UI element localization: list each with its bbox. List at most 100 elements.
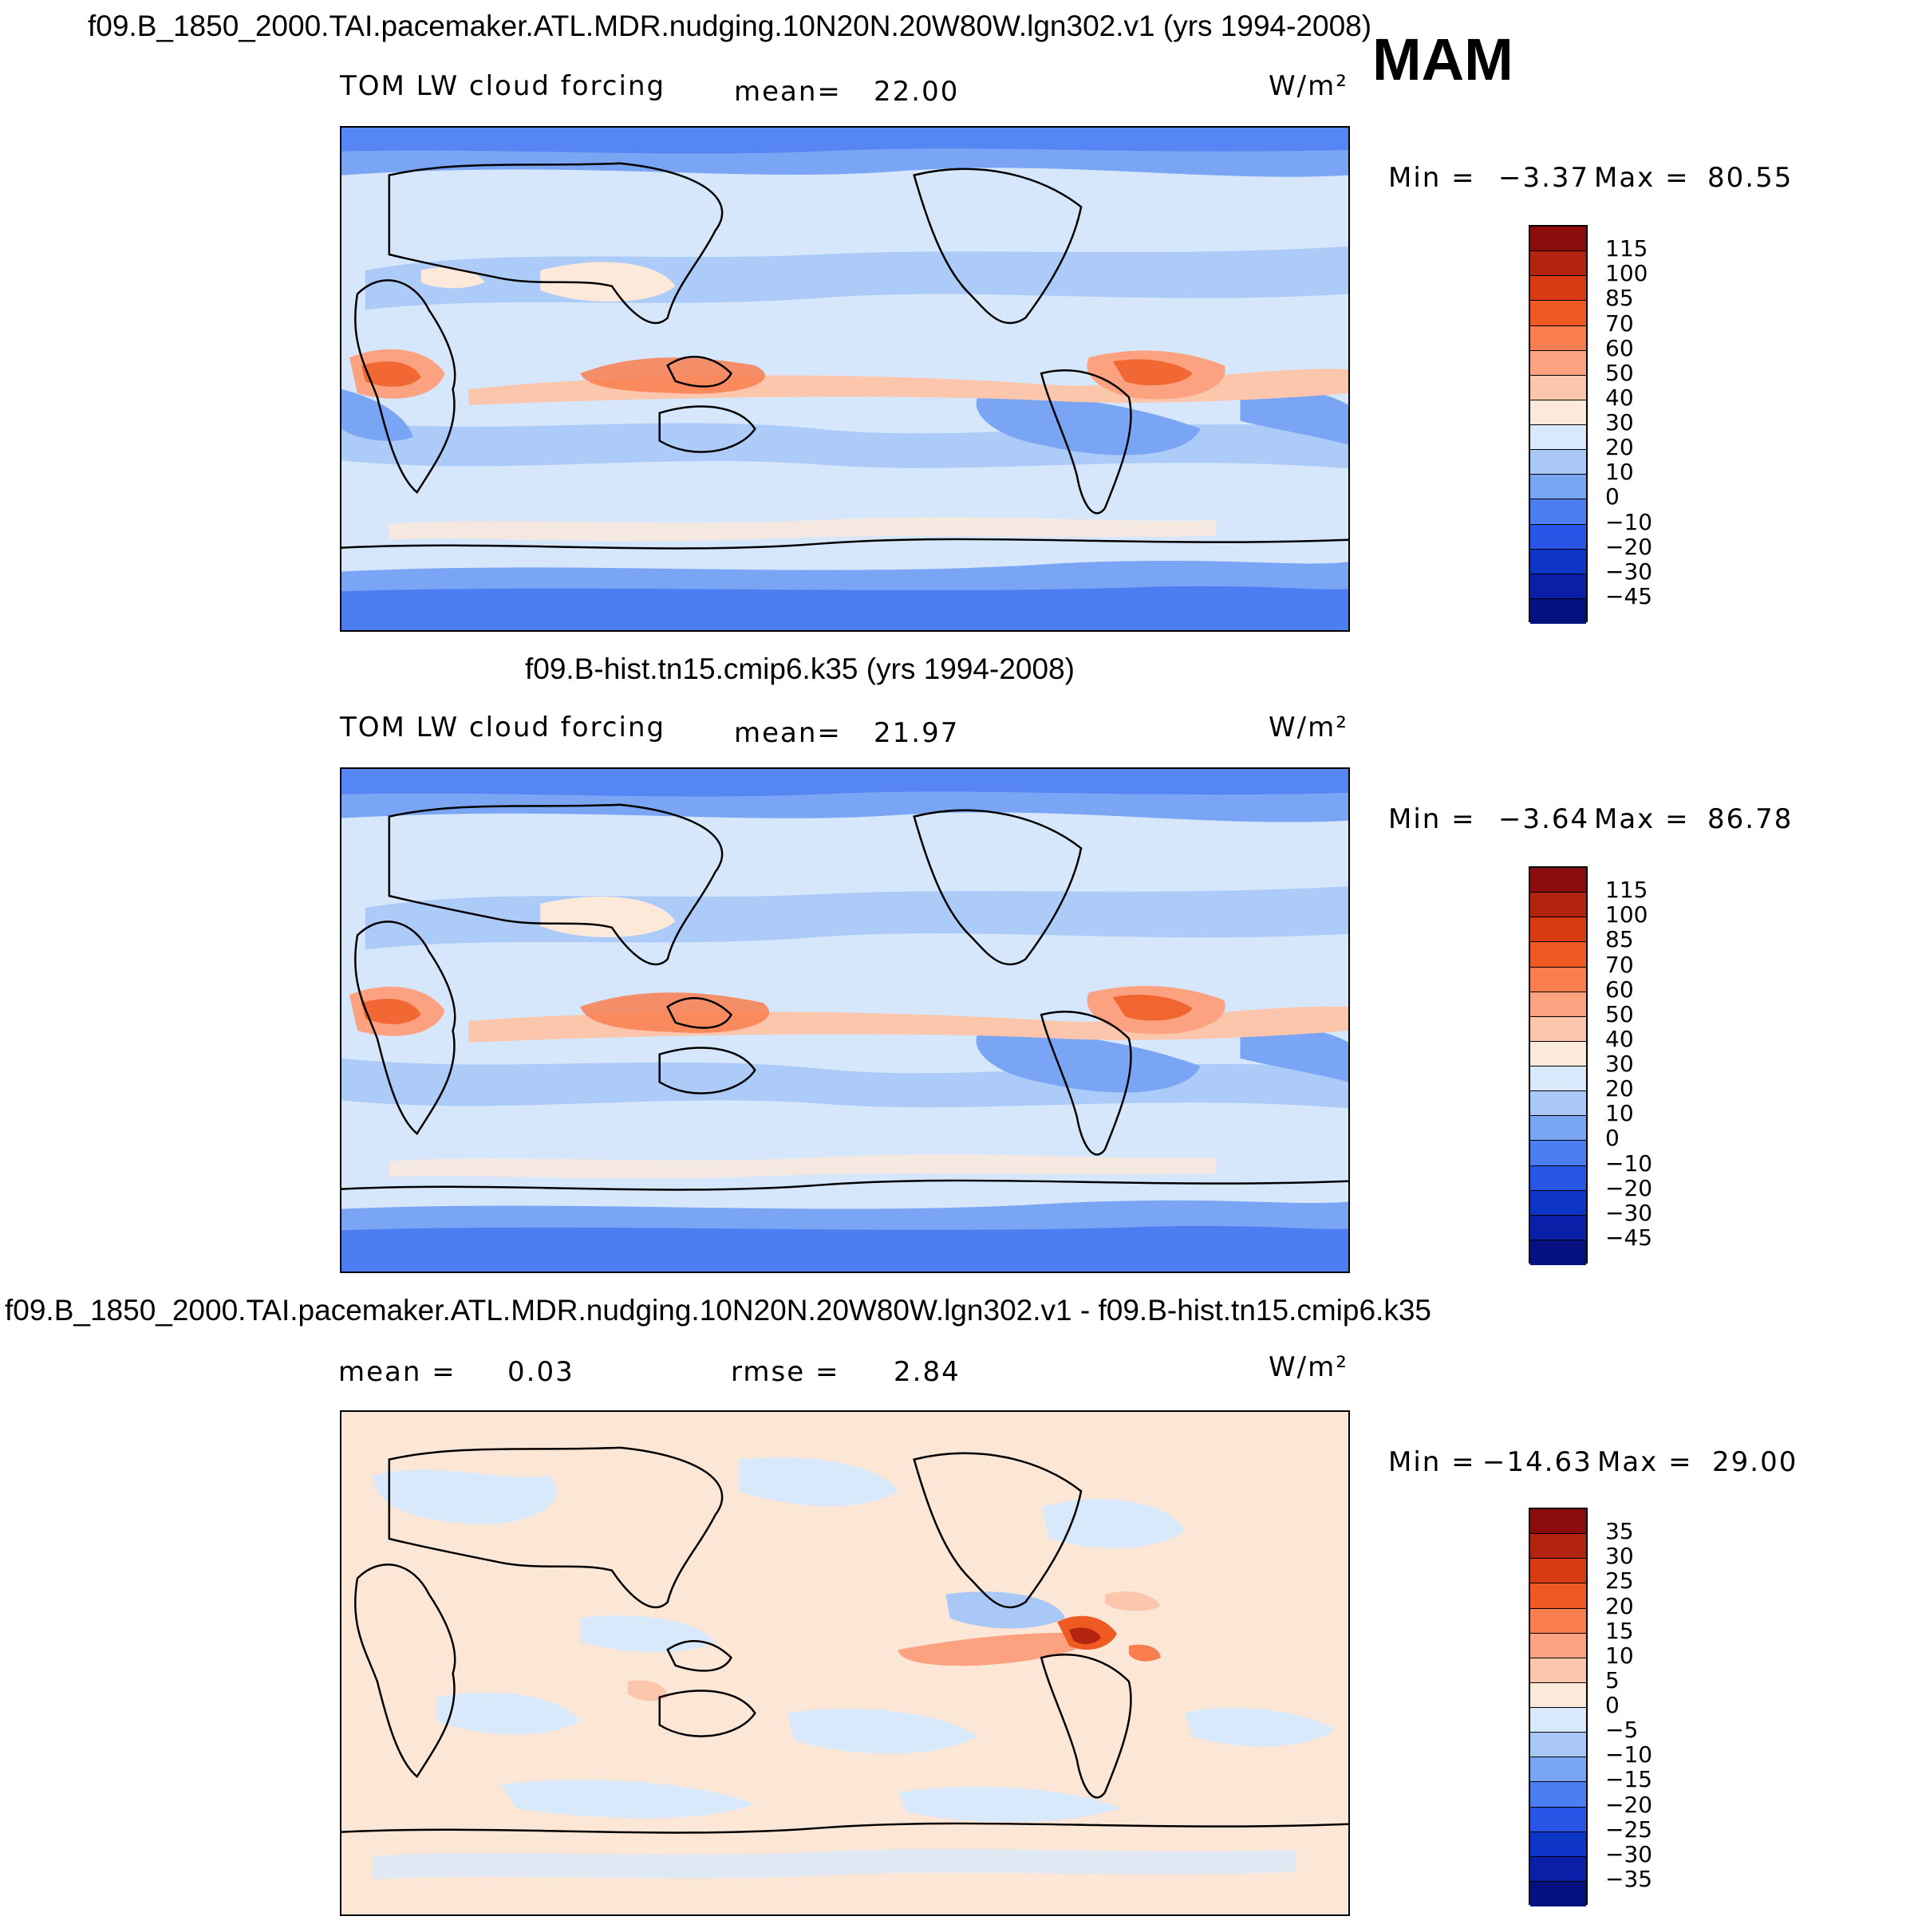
panel3-mean-label: mean = bbox=[338, 1356, 456, 1388]
colorbar-cell bbox=[1530, 227, 1586, 252]
panel1-colorbar bbox=[1529, 225, 1588, 624]
colorbar-cell bbox=[1530, 992, 1586, 1017]
colorbar-tick-label: 15 bbox=[1605, 1617, 1634, 1644]
colorbar-cell bbox=[1530, 425, 1586, 451]
panel1-units: W/m² bbox=[1269, 70, 1348, 102]
panel3-min-value: −14.63 bbox=[1482, 1446, 1592, 1478]
colorbar-cell bbox=[1530, 1782, 1586, 1808]
colorbar-cell bbox=[1530, 375, 1586, 400]
colorbar-tick-label: 10 bbox=[1605, 1100, 1634, 1127]
colorbar-tick-label: 25 bbox=[1605, 1567, 1634, 1595]
colorbar-tick-label: 30 bbox=[1605, 409, 1634, 436]
colorbar-cell bbox=[1530, 524, 1586, 550]
colorbar-cell bbox=[1530, 1856, 1586, 1882]
colorbar-tick-label: 0 bbox=[1605, 1125, 1620, 1152]
colorbar-cell bbox=[1530, 1708, 1586, 1733]
colorbar-tick-label: 100 bbox=[1605, 901, 1648, 929]
season-label: MAM bbox=[1372, 26, 1513, 93]
colorbar-cell bbox=[1530, 1682, 1586, 1708]
colorbar-cell bbox=[1530, 1141, 1586, 1166]
colorbar-tick-label: −5 bbox=[1605, 1717, 1639, 1744]
panel1-mean-label: mean= bbox=[734, 76, 842, 108]
colorbar-tick-label: 115 bbox=[1605, 235, 1648, 262]
colorbar-tick-label: 85 bbox=[1605, 285, 1634, 312]
colorbar-tick-label: 85 bbox=[1605, 926, 1634, 953]
colorbar-cell bbox=[1530, 400, 1586, 425]
colorbar-tick-label: −20 bbox=[1605, 1791, 1653, 1818]
figure-title: f09.B_1850_2000.TAI.pacemaker.ATL.MDR.nu… bbox=[88, 10, 1372, 42]
panel3-mean-value: 0.03 bbox=[507, 1356, 574, 1388]
colorbar-tick-label: −30 bbox=[1605, 558, 1653, 585]
panel1-map-svg bbox=[341, 128, 1348, 630]
colorbar-cell bbox=[1530, 1807, 1586, 1832]
colorbar-cell bbox=[1530, 350, 1586, 376]
colorbar-cell bbox=[1530, 450, 1586, 475]
colorbar-tick-label: 10 bbox=[1605, 459, 1634, 486]
colorbar-tick-label: 10 bbox=[1605, 1642, 1634, 1669]
colorbar-tick-label: −30 bbox=[1605, 1840, 1653, 1867]
colorbar-cell bbox=[1530, 942, 1586, 968]
colorbar-tick-label: −10 bbox=[1605, 1149, 1653, 1177]
colorbar-tick-label: −20 bbox=[1605, 1174, 1653, 1201]
colorbar-cell bbox=[1530, 549, 1586, 574]
panel2-max-value: 86.78 bbox=[1707, 803, 1794, 835]
colorbar-tick-label: −45 bbox=[1605, 1224, 1653, 1251]
colorbar-cell bbox=[1530, 325, 1586, 351]
colorbar-cell bbox=[1530, 1067, 1586, 1092]
colorbar-tick-label: 0 bbox=[1605, 1692, 1620, 1718]
colorbar-tick-label: −25 bbox=[1605, 1816, 1653, 1843]
colorbar-cell bbox=[1530, 475, 1586, 500]
colorbar-tick-label: 40 bbox=[1605, 384, 1634, 411]
panel2-mean-value: 21.97 bbox=[874, 717, 960, 749]
colorbar-cell bbox=[1530, 1831, 1586, 1857]
panel2-min-label: Min = bbox=[1388, 803, 1476, 835]
colorbar-cell bbox=[1530, 1165, 1586, 1191]
panel2-mean-label: mean= bbox=[734, 717, 842, 749]
colorbar-cell bbox=[1530, 1559, 1586, 1584]
colorbar-tick-label: −10 bbox=[1605, 1741, 1653, 1768]
colorbar-tick-label: −20 bbox=[1605, 533, 1653, 560]
colorbar-tick-label: 100 bbox=[1605, 260, 1648, 287]
colorbar-tick-label: 60 bbox=[1605, 976, 1634, 1003]
panel3-map-svg bbox=[341, 1412, 1348, 1914]
panel1-max-value: 80.55 bbox=[1707, 162, 1794, 194]
colorbar-tick-label: −10 bbox=[1605, 508, 1653, 535]
colorbar-tick-label: 115 bbox=[1605, 877, 1648, 904]
colorbar-cell bbox=[1530, 917, 1586, 943]
colorbar-tick-label: −35 bbox=[1605, 1865, 1653, 1892]
colorbar-cell bbox=[1530, 868, 1586, 893]
colorbar-cell bbox=[1530, 1240, 1586, 1265]
colorbar-tick-label: 70 bbox=[1605, 951, 1634, 978]
colorbar-cell bbox=[1530, 301, 1586, 326]
colorbar-tick-label: 35 bbox=[1605, 1518, 1634, 1545]
colorbar-cell bbox=[1530, 967, 1586, 992]
colorbar-tick-label: 0 bbox=[1605, 483, 1620, 511]
colorbar-cell bbox=[1530, 893, 1586, 918]
panel3-max-value: 29.00 bbox=[1712, 1446, 1798, 1478]
colorbar-tick-label: 60 bbox=[1605, 334, 1634, 361]
colorbar-tick-label: 30 bbox=[1605, 1051, 1634, 1077]
panel2-map-svg bbox=[341, 769, 1348, 1272]
panel2-units: W/m² bbox=[1269, 712, 1348, 743]
colorbar-cell bbox=[1530, 1633, 1586, 1658]
colorbar-tick-label: 50 bbox=[1605, 359, 1634, 386]
colorbar-tick-label: 70 bbox=[1605, 310, 1634, 337]
colorbar-cell bbox=[1530, 499, 1586, 525]
colorbar-cell bbox=[1530, 598, 1586, 624]
colorbar-cell bbox=[1530, 276, 1586, 302]
colorbar-cell bbox=[1530, 1534, 1586, 1559]
colorbar-cell bbox=[1530, 1190, 1586, 1216]
colorbar-cell bbox=[1530, 1016, 1586, 1042]
colorbar-cell bbox=[1530, 1608, 1586, 1634]
panel2-map bbox=[340, 767, 1350, 1273]
panel2-max-label: Max = bbox=[1594, 803, 1690, 835]
panel2-min-value: −3.64 bbox=[1498, 803, 1590, 835]
panel3-rmse-label: rmse = bbox=[731, 1356, 840, 1388]
colorbar-cell bbox=[1530, 1757, 1586, 1783]
colorbar-cell bbox=[1530, 1041, 1586, 1067]
panel2-variable-label: TOM LW cloud forcing bbox=[340, 712, 666, 743]
colorbar-tick-label: −15 bbox=[1605, 1766, 1653, 1793]
panel1-mean-value: 22.00 bbox=[874, 76, 960, 108]
panel2-subtitle: f09.B-hist.tn15.cmip6.k35 (yrs 1994-2008… bbox=[525, 653, 1075, 685]
colorbar-tick-label: −30 bbox=[1605, 1199, 1653, 1226]
